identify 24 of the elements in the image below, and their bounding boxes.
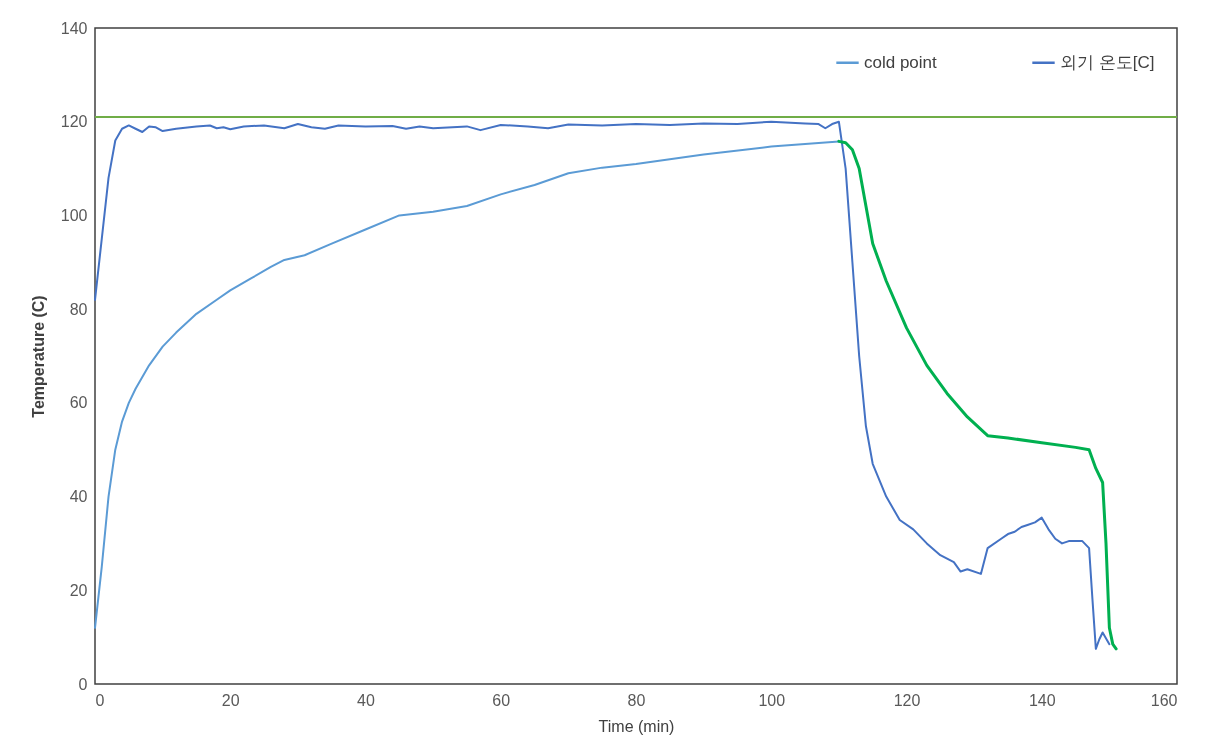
x-tick-label: 80 [627, 691, 646, 709]
y-tick-label: 20 [69, 581, 88, 599]
y-tick-label: 80 [69, 300, 88, 318]
x-tick-label: 40 [357, 691, 375, 709]
x-axis-title: Time (min) [598, 717, 675, 735]
y-tick-label: 100 [60, 206, 88, 224]
y-tick-label: 120 [60, 113, 88, 131]
x-tick-label: 20 [221, 691, 240, 709]
x-tick-label: 160 [1150, 691, 1178, 709]
y-tick-label: 60 [69, 394, 88, 412]
y-axis-title: Temperature (C) [29, 295, 47, 418]
x-tick-label: 120 [893, 691, 921, 709]
y-tick-label: 0 [78, 675, 88, 693]
y-tick-label: 40 [69, 488, 88, 506]
line-series [94, 120, 1111, 650]
line-series [94, 140, 840, 629]
x-tick-label: 60 [492, 691, 511, 709]
y-tick-label: 140 [60, 19, 88, 37]
x-tick-label: 100 [758, 691, 786, 709]
legend-label: cold point [864, 52, 938, 72]
legend-label: 외기 온도[C] [1060, 52, 1155, 72]
line-series [837, 139, 1118, 651]
x-tick-label: 0 [95, 691, 105, 709]
x-tick-label: 140 [1028, 691, 1056, 709]
